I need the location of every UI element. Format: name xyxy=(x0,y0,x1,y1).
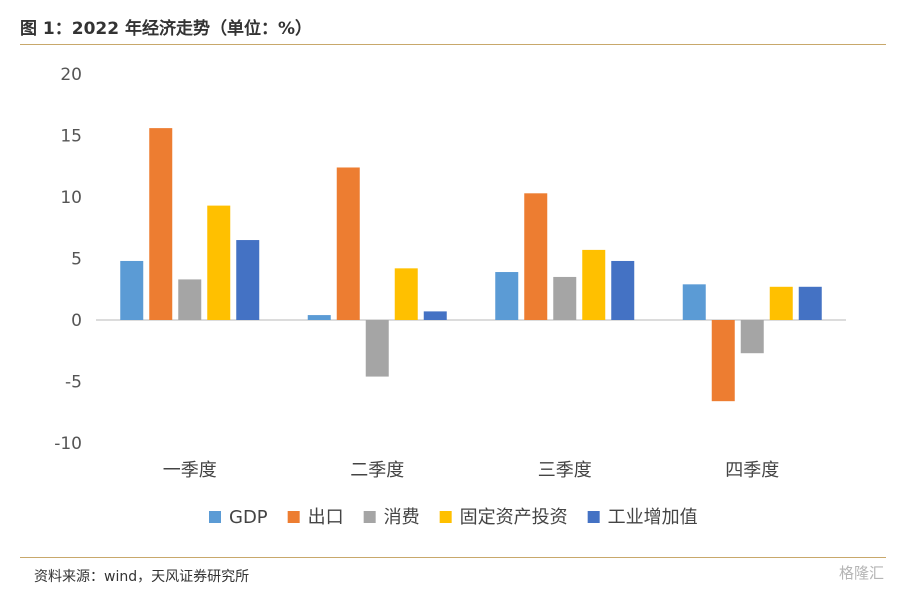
bar xyxy=(769,286,793,320)
bar xyxy=(682,284,706,320)
legend-swatch xyxy=(287,511,300,523)
bar xyxy=(365,320,389,377)
figure-title: 图 1：2022 年经济走势（单位：%） xyxy=(20,19,313,39)
legend-swatch xyxy=(587,511,600,523)
y-tick-label: 5 xyxy=(71,250,82,270)
bar xyxy=(120,260,144,320)
bar xyxy=(740,320,764,354)
bar xyxy=(178,279,202,320)
y-tick-label: 20 xyxy=(60,65,82,85)
bar xyxy=(495,272,519,320)
bar xyxy=(711,320,735,402)
legend-label: GDP xyxy=(229,507,268,528)
bar xyxy=(553,276,577,320)
bar xyxy=(524,193,548,320)
x-category-label: 一季度 xyxy=(163,460,217,481)
legend-label: 消费 xyxy=(384,507,420,528)
bar xyxy=(149,128,173,320)
y-tick-label: -5 xyxy=(65,373,82,393)
footer-rule xyxy=(20,557,886,558)
x-category-label: 二季度 xyxy=(350,460,404,481)
bar xyxy=(423,311,447,320)
bar-chart: 20 15 10 5 0 -5 -10 一季度 二季度 三季度 四季度 GDP 出口 消费 固定资产投资 工业… xyxy=(54,65,846,528)
y-tick-label: 15 xyxy=(60,127,82,147)
bar xyxy=(611,260,635,320)
bar xyxy=(394,268,418,320)
x-category-label: 四季度 xyxy=(725,460,779,481)
watermark-logo: 格隆汇 xyxy=(838,564,884,582)
bar xyxy=(582,249,606,320)
legend-swatch xyxy=(209,511,221,523)
x-category-label: 三季度 xyxy=(538,460,592,481)
bar xyxy=(798,286,822,320)
source-note: 资料来源：wind，天风证券研究所 xyxy=(34,569,250,585)
bar xyxy=(236,240,260,320)
legend-swatch xyxy=(363,511,376,523)
y-tick-label: -10 xyxy=(54,434,82,454)
legend-label: 固定资产投资 xyxy=(460,507,568,528)
bar xyxy=(336,167,360,320)
title-rule xyxy=(20,44,886,45)
y-tick-label: 10 xyxy=(60,188,82,208)
legend-label: 工业增加值 xyxy=(608,507,698,528)
legend-swatch xyxy=(439,511,452,523)
bar xyxy=(307,315,331,320)
y-tick-label: 0 xyxy=(71,311,82,331)
bar xyxy=(207,205,231,320)
legend-label: 出口 xyxy=(308,507,344,528)
